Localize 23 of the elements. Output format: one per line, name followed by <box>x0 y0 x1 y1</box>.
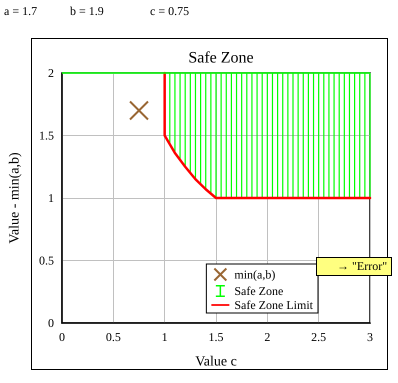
y-axis-title: Value - min(a,b) <box>8 152 22 244</box>
x-tick-label: 3 <box>367 330 373 344</box>
y-tick-label: 0 <box>48 316 54 330</box>
chart-title: Safe Zone <box>188 50 254 66</box>
x-tick-label: 2 <box>264 330 270 344</box>
text: b = 1.9 <box>70 4 104 19</box>
x-tick-label: 2.5 <box>311 330 326 344</box>
x-tick-label: 0.5 <box>106 330 121 344</box>
text: c = 0.75 <box>150 4 190 19</box>
y-tick-label: 2 <box>48 66 54 80</box>
legend-label: Safe Zone Limit <box>234 298 314 312</box>
text: a = 1.7 <box>4 4 38 19</box>
x-tick-label: 1 <box>162 330 168 344</box>
x-tick-label: 0 <box>59 330 65 344</box>
annotation: → "Error" <box>316 257 392 276</box>
x-axis-title: Value c <box>195 354 237 370</box>
x-tick-label: 1.5 <box>208 330 224 344</box>
legend-label: Safe Zone <box>234 284 284 298</box>
y-tick-label: 1 <box>48 191 54 205</box>
legend-label: min(a,b) <box>234 268 276 282</box>
line-series <box>163 72 372 200</box>
y-tick-label: 1.5 <box>39 128 54 142</box>
y-tick-label: 0.5 <box>39 254 54 268</box>
